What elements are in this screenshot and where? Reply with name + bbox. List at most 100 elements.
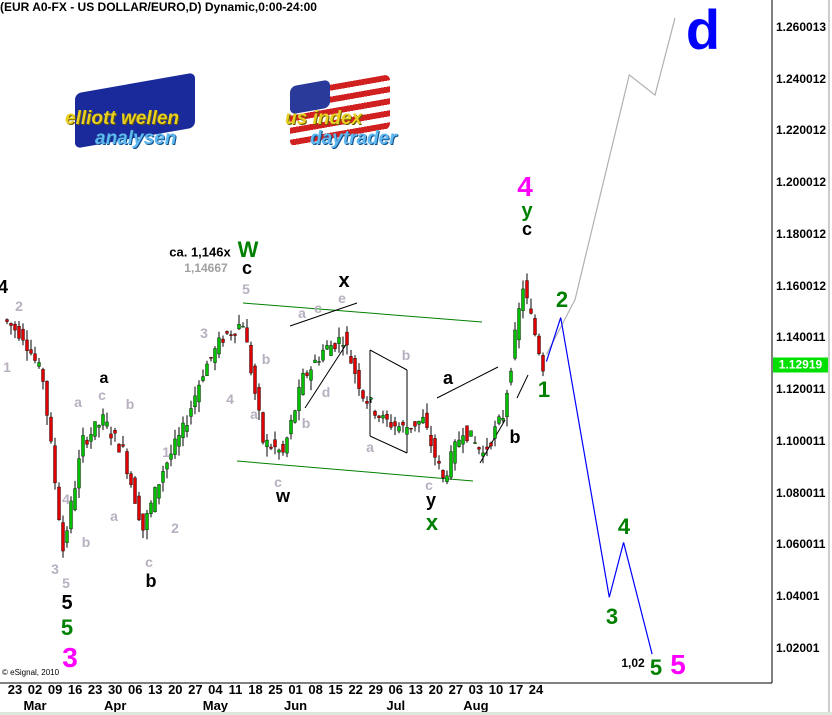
y-tick-label: 1.220012 <box>776 123 827 138</box>
candle-body <box>133 477 137 504</box>
candle-body <box>361 390 365 399</box>
logo-elliott-wellen-analysen: elliott wellen analysen <box>65 72 215 149</box>
candle-body <box>197 384 201 403</box>
candle-body <box>125 451 129 475</box>
wave-label: c <box>314 300 322 316</box>
candle-body <box>249 345 253 374</box>
candle-body <box>9 323 13 326</box>
wave-label: 4 <box>0 277 9 297</box>
candle-body <box>121 444 125 447</box>
y-tick-label: 1.080011 <box>776 485 826 500</box>
x-tick-label: 29 <box>368 682 383 697</box>
candle-body <box>517 308 521 341</box>
x-tick-label: 09 <box>47 682 63 697</box>
candle-body <box>405 427 409 435</box>
logo-text-2: daytrader <box>310 128 397 149</box>
candle-body <box>37 362 41 367</box>
candle-body <box>105 421 109 427</box>
projection-primary-down <box>545 317 653 655</box>
candle-body <box>325 345 329 350</box>
x-tick-label: 06 <box>388 682 403 697</box>
candle-body <box>533 318 537 335</box>
wave-label: c <box>274 474 282 490</box>
candle-body <box>273 439 277 448</box>
candle-body <box>69 500 73 530</box>
x-tick-label: 16 <box>67 682 83 697</box>
x-tick-label: 24 <box>528 682 544 697</box>
logo-text-1: us index <box>285 108 363 129</box>
x-tick-label: 27 <box>188 682 203 697</box>
candle-body <box>141 513 145 531</box>
candle-body <box>449 451 453 478</box>
x-tick-label: 20 <box>428 682 444 697</box>
candle-body <box>189 408 193 417</box>
x-tick-label: 04 <box>208 682 223 697</box>
wave-line <box>289 302 358 327</box>
candle-body <box>217 337 221 355</box>
candle-body <box>329 345 333 356</box>
candle-body <box>501 418 505 421</box>
candle-body <box>321 349 325 361</box>
candle-body <box>209 357 213 359</box>
y-tick-label: 1.200012 <box>776 175 827 190</box>
candle-body <box>81 435 85 457</box>
y-tick-label: 1.060011 <box>776 537 826 552</box>
candle-body <box>269 446 273 449</box>
candle-body <box>413 421 417 427</box>
candle-body <box>173 438 177 455</box>
wave-label: 2 <box>171 520 179 536</box>
last-price-marker: 1.12919 <box>773 357 828 373</box>
wave-label: e <box>338 290 346 306</box>
candle-body <box>193 395 197 408</box>
candle-body <box>53 445 57 484</box>
candle-body <box>429 435 433 447</box>
wave-label: c <box>241 258 253 278</box>
candle-body <box>93 421 97 437</box>
candle-body <box>77 458 81 489</box>
candle-body <box>21 328 25 341</box>
wave-label: 1,02 <box>621 656 645 670</box>
month-label: Jul <box>386 698 406 713</box>
chart-title: (EUR A0-FX - US DOLLAR/EURO,D) Dynamic,0… <box>0 0 317 14</box>
y-tick-label: 1.180012 <box>776 226 827 241</box>
candle-body <box>513 329 517 359</box>
candle-body <box>477 447 481 450</box>
candle-body <box>453 441 457 464</box>
logo-us-index-daytrader: us index daytrader <box>280 74 430 149</box>
wave-label: a <box>298 305 306 321</box>
candle-body <box>509 370 513 383</box>
candle-body <box>369 397 373 400</box>
candle-body <box>213 348 217 363</box>
wave-label: 3 <box>51 561 59 577</box>
x-tick-label: 18 <box>248 682 263 697</box>
candle-body <box>13 324 17 331</box>
candle-body <box>85 439 89 445</box>
candle-body <box>89 434 93 442</box>
wave-label: b <box>401 347 411 363</box>
candle-body <box>33 353 37 361</box>
candle-body <box>265 439 269 447</box>
wave-label: 5 <box>62 575 70 591</box>
x-tick-label: 17 <box>508 682 524 697</box>
wave-label: a <box>99 370 109 387</box>
wave-label: 3 <box>605 604 619 629</box>
candle-body <box>17 326 21 339</box>
wave-label: 3 <box>62 642 78 673</box>
candle-body <box>461 435 465 445</box>
wave-label: W <box>237 237 259 262</box>
candle-body <box>345 331 349 346</box>
candle-body <box>333 343 337 350</box>
candle-body <box>489 442 493 447</box>
wave-label: b <box>301 415 311 431</box>
candle-body <box>289 419 293 435</box>
candle-body <box>25 339 29 351</box>
candle-body <box>525 280 529 299</box>
candle-body <box>113 430 117 434</box>
candle-body <box>393 421 397 427</box>
wave-label: y <box>425 490 437 510</box>
candle-body <box>381 415 385 419</box>
x-tick-label: 10 <box>488 682 504 697</box>
wave-label: c <box>425 477 433 493</box>
wave-label: ca. 1,146x <box>169 244 231 260</box>
